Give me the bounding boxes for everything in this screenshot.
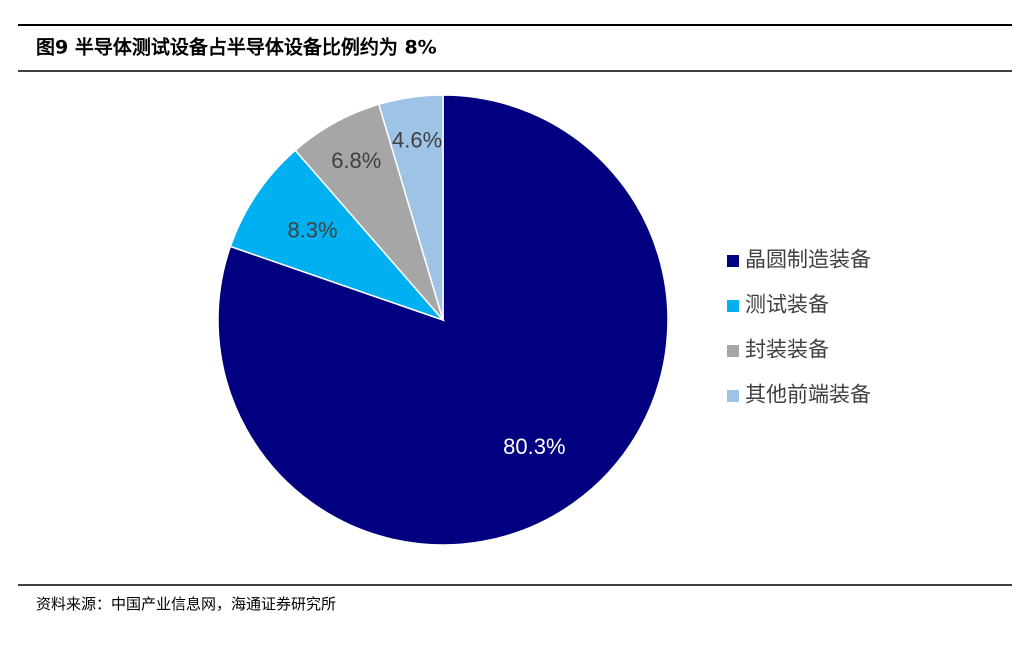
data-label: 80.3% xyxy=(503,434,565,459)
chart-title: 图9 半导体测试设备占半导体设备比例约为 8% xyxy=(36,36,437,59)
legend-swatch xyxy=(727,345,739,357)
legend-swatch xyxy=(727,255,739,267)
legend-swatch xyxy=(727,390,739,402)
pie-slice xyxy=(229,149,446,322)
legend-label: 封装装备 xyxy=(745,338,829,362)
source-note: 资料来源：中国产业信息网，海通证券研究所 xyxy=(36,595,336,613)
legend-swatch xyxy=(727,300,739,312)
data-label: 4.6% xyxy=(392,128,442,153)
pie-slice xyxy=(377,94,444,321)
legend-label: 测试装备 xyxy=(745,293,829,317)
pie-slice xyxy=(217,94,669,546)
legend-label: 其他前端装备 xyxy=(745,383,871,407)
data-label: 6.8% xyxy=(331,148,381,173)
data-label: 8.3% xyxy=(287,218,337,243)
legend-label: 晶圆制造装备 xyxy=(745,248,871,272)
